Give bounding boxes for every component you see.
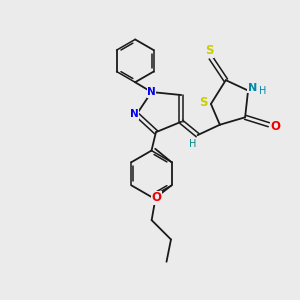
Text: S: S	[199, 96, 208, 109]
Text: H: H	[259, 85, 266, 96]
Text: O: O	[270, 120, 280, 133]
Text: N: N	[248, 82, 257, 93]
Text: S: S	[205, 44, 214, 57]
Text: N: N	[147, 87, 156, 97]
Text: N: N	[130, 109, 139, 119]
Text: O: O	[151, 191, 161, 204]
Text: H: H	[189, 139, 197, 149]
